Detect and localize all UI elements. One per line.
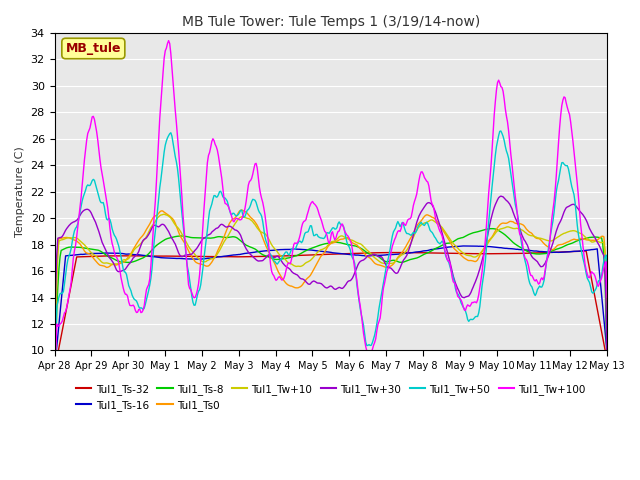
- Legend: Tul1_Ts-32, Tul1_Ts-16, Tul1_Ts-8, Tul1_Ts0, Tul1_Tw+10, Tul1_Tw+30, Tul1_Tw+50,: Tul1_Ts-32, Tul1_Ts-16, Tul1_Ts-8, Tul1_…: [72, 380, 590, 415]
- Text: MB_tule: MB_tule: [65, 42, 121, 55]
- Title: MB Tule Tower: Tule Temps 1 (3/19/14-now): MB Tule Tower: Tule Temps 1 (3/19/14-now…: [182, 15, 480, 29]
- Y-axis label: Temperature (C): Temperature (C): [15, 146, 25, 237]
